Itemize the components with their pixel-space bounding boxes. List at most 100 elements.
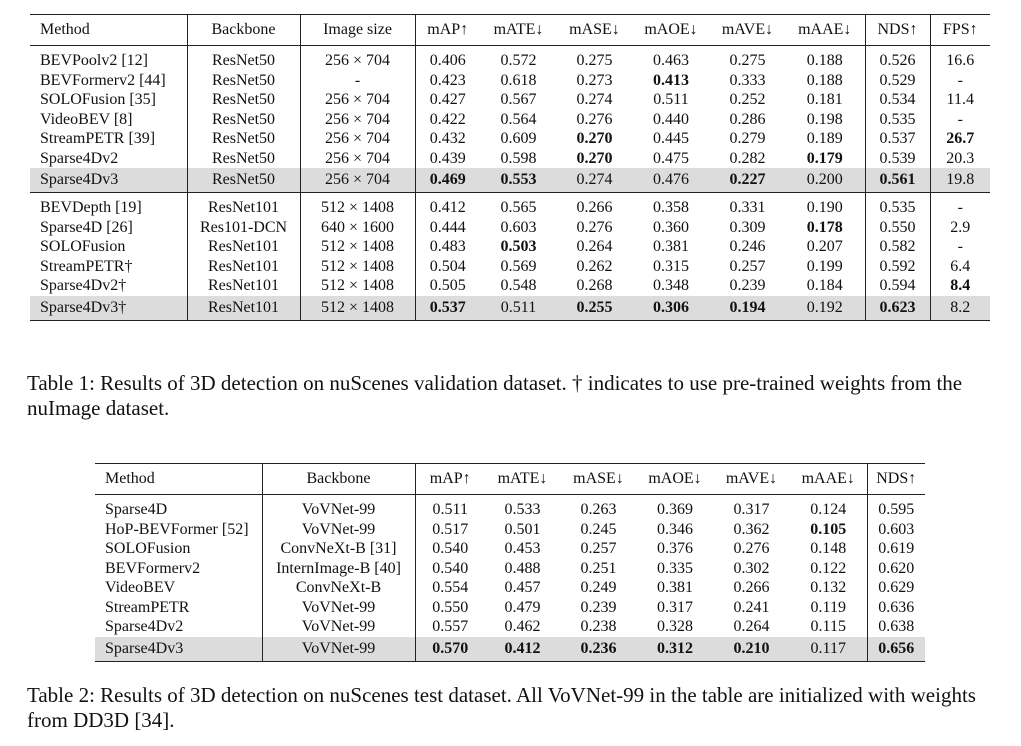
cell: 0.537 [865,129,931,149]
cell: 0.190 [785,198,866,218]
cell: 0.279 [729,130,766,147]
cell: 0.252 [729,91,766,108]
cell: 8.4 [950,277,971,294]
row-label: Sparse4Dv3 [30,168,188,193]
cell: 0.505 [429,277,466,294]
cell: 0.200 [785,168,866,193]
cell: ResNet101 [187,276,301,296]
cell: 0.427 [429,91,466,108]
cell: 0.346 [657,520,693,538]
cell: ResNet50 [187,51,301,71]
cell: 20.3 [946,149,975,167]
cell: 0.268 [576,277,613,294]
cell: VoVNet-99 [262,617,416,637]
cell: mASE↓ [573,470,624,488]
cell: 0.570 [415,636,485,661]
cell: 0.270 [576,130,613,147]
cell: 0.317 [733,501,770,518]
cell: 0.535 [865,109,931,129]
cell: ResNet50 [187,168,301,193]
cell: 0.286 [729,110,766,128]
cell: Backbone [187,14,301,46]
cell: 256 × 704 [300,51,416,71]
cell: FPS↑ [942,21,978,39]
cell: ResNet50 [187,129,301,149]
table-row: BEVPoolv2 [12] ResNet50 256 × 704 0.406 0.57… [30,51,990,71]
cell: 0.535 [865,198,931,218]
cell: ResNet101 [187,256,301,276]
cell: 0.275 [729,52,766,69]
table-row: BEVDepth [19] ResNet101 512 × 1408 0.412 0.5… [30,198,990,218]
row-label: StreamPETR [95,597,263,617]
cell: 512 × 1408 [300,276,416,296]
cell: 0.453 [504,540,541,557]
cell: 0.331 [729,199,766,216]
table-row: StreamPETR VoVNet-99 0.550 0.479 0.239 0.317 0… [95,597,925,617]
table-row: Sparse4Dv3 VoVNet-99 0.570 0.412 0.236 0.312 0… [95,636,925,661]
cell: VoVNet-99 [262,500,416,520]
cell: ConvNeXt-B [31] [262,539,416,559]
row-group: BEVPoolv2 [12] ResNet50 256 × 704 0.406 0.57… [30,45,990,193]
cell: 0.274 [557,168,632,193]
cell: - [300,70,416,90]
cell: 16.6 [946,52,975,69]
cell: 0.638 [878,618,915,635]
cell: 0.381 [653,238,689,255]
cell: 0.511 [653,91,689,108]
row-label: BEVDepth [19] [30,198,188,218]
cell: ResNet50 [187,70,301,90]
cell: 0.238 [580,618,617,635]
cell: 0.533 [504,501,541,518]
cell: mAVE↓ [721,21,774,39]
cell: 0.618 [500,71,537,89]
cell: 0.227 [710,168,785,193]
cell: 0.309 [729,218,766,236]
row-label: SOLOFusion [30,237,188,257]
cell: ResNet50 [187,109,301,129]
cell: 0.276 [733,540,770,557]
cell: - [957,199,963,216]
cell: 0.462 [504,618,541,635]
cell: - [957,238,963,255]
header-row: Method Backbone mAP↑ mATE↓ mASE↓ mAOE↓ mAVE↓ mA… [95,463,925,495]
cell: 0.539 [865,148,931,168]
row-label: VideoBEV [8] [30,109,188,129]
table-row: Sparse4Dv2 ResNet50 256 × 704 0.439 0.598 0.2… [30,148,990,168]
row-label: Method [30,14,188,46]
cell: 8.2 [930,295,990,320]
cell: 0.554 [432,579,469,596]
cell: 0.381 [657,579,693,596]
cell: 0.444 [429,218,466,236]
table-header: Method Backbone mAP↑ mATE↓ mASE↓ mAOE↓ mAVE↓ mA… [95,463,925,495]
cell: 0.504 [429,257,466,275]
table-row: Sparse4D [26] Res101-DCN 640 × 1600 0.444 0.… [30,217,990,237]
table-row: Sparse4D VoVNet-99 0.511 0.533 0.263 0.369 0.3… [95,500,925,520]
cell: 0.440 [653,110,689,128]
cell: mAP↑ [427,21,469,39]
cell: 0.245 [580,520,617,538]
cell: 0.328 [657,618,693,635]
cell: 0.598 [500,149,537,167]
cell: 0.115 [790,617,868,637]
cell: 0.282 [729,149,766,167]
cell: 0.595 [878,501,915,518]
cell: 0.406 [429,52,466,69]
cell: 0.582 [865,237,931,257]
table-row: StreamPETR [39] ResNet50 256 × 704 0.432 0.6… [30,129,990,149]
cell: mAOE↓ [648,470,702,488]
cell: 0.603 [878,520,915,538]
cell: 0.369 [657,501,693,518]
table-row: HoP-BEVFormer [52] VoVNet-99 0.517 0.501 0.2… [95,519,925,539]
cell: 0.257 [729,257,766,275]
cell: Res101-DCN [187,217,301,237]
cell: Backbone [262,463,416,495]
cell: 0.262 [576,257,613,275]
cell: 0.463 [653,52,689,69]
cell: 0.266 [733,579,770,596]
cell: VoVNet-99 [262,597,416,617]
cell: 0.488 [504,559,541,577]
cell: 0.619 [878,540,915,557]
cell: 11.4 [946,91,974,108]
cell: 0.105 [790,519,868,539]
cell: 640 × 1600 [300,217,416,237]
